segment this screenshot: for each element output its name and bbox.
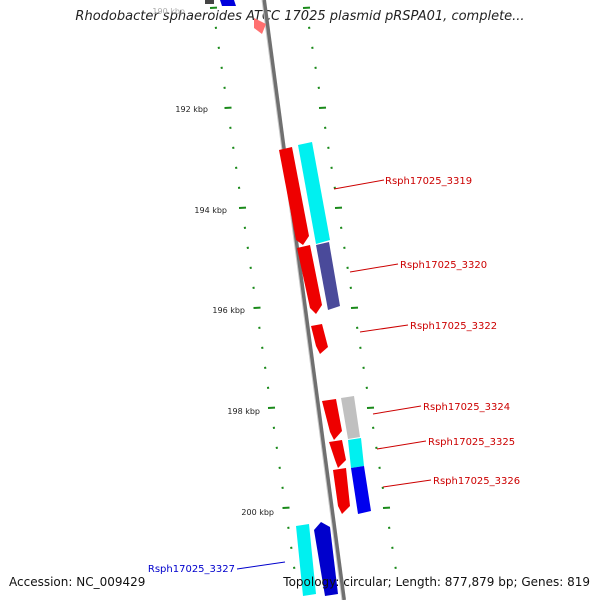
genome-summary-text: Topology: circular; Length: 877,879 bp; …	[283, 575, 590, 589]
gene-feature[interactable]	[348, 438, 364, 468]
gene-feature[interactable]	[298, 142, 330, 244]
callout-line	[236, 561, 286, 570]
gene-feature[interactable]	[341, 396, 360, 439]
gene-feature[interactable]	[311, 324, 328, 354]
callout-line	[376, 440, 427, 450]
accession-text: Accession: NC_009429	[9, 575, 146, 589]
gene-feature[interactable]	[220, 0, 236, 6]
map-title: Rhodobacter sphaeroides ATCC 17025 plasm…	[75, 9, 525, 24]
gene-feature[interactable]	[351, 466, 371, 514]
gene-label-3322[interactable]: Rsph17025_3322	[410, 321, 497, 332]
scale-ticks	[209, 6, 397, 569]
callout-line	[372, 405, 422, 415]
gene-feature[interactable]	[316, 242, 340, 310]
gene-label-3319[interactable]: Rsph17025_3319	[385, 176, 472, 187]
scale-label: 198 kbp	[227, 407, 260, 416]
scale-label: 190 kbp	[152, 7, 185, 16]
callout-line	[382, 479, 432, 488]
gene-feature[interactable]	[297, 245, 322, 314]
plasmid-backbone-highlight	[261, 0, 343, 600]
gene-feature[interactable]	[329, 440, 346, 468]
callout-line	[349, 263, 399, 273]
gene-feature[interactable]	[205, 0, 214, 4]
plasmid-backbone	[262, 0, 346, 600]
gene-label-3325[interactable]: Rsph17025_3325	[428, 437, 515, 448]
gene-feature[interactable]	[254, 18, 266, 34]
gene-label-3327[interactable]: Rsph17025_3327	[148, 564, 235, 575]
gene-feature[interactable]	[314, 522, 338, 596]
gene-label-3326[interactable]: Rsph17025_3326	[433, 476, 520, 487]
gene-label-3320[interactable]: Rsph17025_3320	[400, 260, 487, 271]
gene-label-3324[interactable]: Rsph17025_3324	[423, 402, 510, 413]
scale-label: 192 kbp	[175, 105, 208, 114]
gene-feature[interactable]	[322, 399, 342, 440]
scale-label: 200 kbp	[241, 508, 274, 517]
gene-feature[interactable]	[279, 147, 309, 245]
gene-feature[interactable]	[333, 468, 350, 514]
scale-label: 196 kbp	[212, 306, 245, 315]
scale-label: 194 kbp	[194, 206, 227, 215]
gene-feature[interactable]	[296, 524, 316, 596]
callout-line	[333, 179, 385, 190]
callout-line	[359, 324, 409, 333]
